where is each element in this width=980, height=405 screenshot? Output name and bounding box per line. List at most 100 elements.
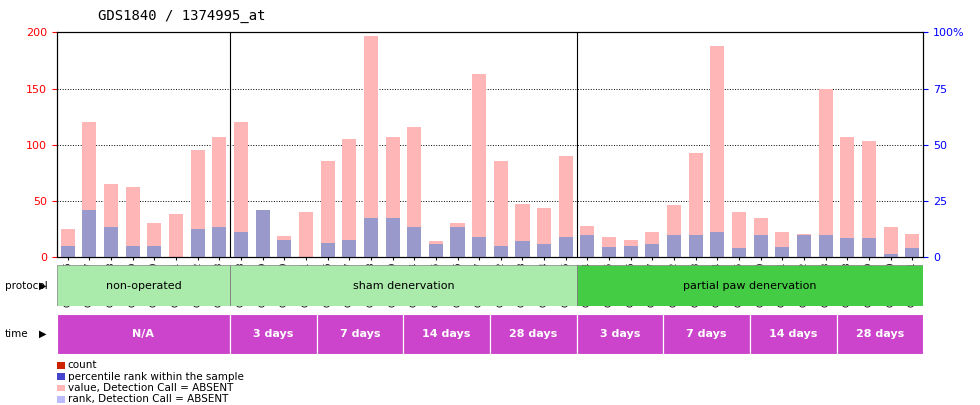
Bar [57, 314, 230, 354]
Bar [775, 232, 790, 257]
Bar [840, 238, 855, 257]
Bar [754, 235, 767, 257]
Text: ▶: ▶ [38, 281, 46, 290]
Bar [82, 122, 96, 257]
Bar [169, 215, 183, 257]
Bar [125, 188, 140, 257]
Bar [190, 229, 205, 257]
Bar [646, 232, 660, 257]
Bar [234, 232, 248, 257]
Text: partial paw denervation: partial paw denervation [683, 281, 816, 290]
Bar [559, 156, 573, 257]
Bar [147, 246, 162, 257]
Text: sham denervation: sham denervation [353, 281, 454, 290]
Bar [750, 314, 837, 354]
Bar [818, 235, 833, 257]
Bar [689, 235, 703, 257]
Bar [775, 247, 790, 257]
Bar [710, 46, 724, 257]
Text: rank, Detection Call = ABSENT: rank, Detection Call = ABSENT [68, 394, 228, 404]
Bar [906, 248, 919, 257]
Bar [429, 241, 443, 257]
Bar [559, 237, 573, 257]
Bar [494, 246, 508, 257]
Bar [667, 205, 681, 257]
Bar [256, 210, 270, 257]
Bar [404, 314, 490, 354]
Bar [667, 235, 681, 257]
Text: N/A: N/A [132, 329, 155, 339]
Bar [320, 160, 334, 257]
Bar [689, 153, 703, 257]
Bar [472, 237, 486, 257]
Bar [342, 240, 357, 257]
Bar [364, 218, 378, 257]
Bar [884, 254, 898, 257]
Bar [494, 160, 508, 257]
Text: 3 days: 3 days [253, 329, 294, 339]
Bar [125, 246, 140, 257]
Bar [451, 227, 465, 257]
Bar [797, 235, 811, 257]
Bar [862, 141, 876, 257]
Text: 28 days: 28 days [510, 329, 558, 339]
Bar [61, 246, 74, 257]
Bar [797, 234, 811, 257]
Bar [364, 36, 378, 257]
Bar [818, 89, 833, 257]
Text: time: time [5, 329, 28, 339]
Bar [646, 244, 660, 257]
Bar [515, 205, 529, 257]
Bar [472, 74, 486, 257]
Bar [190, 150, 205, 257]
Bar [277, 236, 291, 257]
Bar [623, 246, 638, 257]
Bar [515, 241, 529, 257]
Bar [234, 122, 248, 257]
Bar [906, 234, 919, 257]
Bar [407, 127, 421, 257]
Bar [277, 240, 291, 257]
Bar [407, 227, 421, 257]
Bar [82, 210, 96, 257]
Bar [256, 210, 270, 257]
Bar [385, 218, 400, 257]
Bar [623, 240, 638, 257]
Bar [576, 314, 663, 354]
Bar [837, 314, 923, 354]
Text: 7 days: 7 days [340, 329, 380, 339]
Bar [840, 137, 855, 257]
Bar [884, 227, 898, 257]
Bar [663, 314, 750, 354]
Bar [602, 237, 616, 257]
Text: 28 days: 28 days [856, 329, 904, 339]
Bar [537, 208, 551, 257]
Bar [732, 248, 746, 257]
Bar [320, 243, 334, 257]
Bar [230, 314, 317, 354]
Bar [104, 227, 118, 257]
Text: non-operated: non-operated [106, 281, 181, 290]
Bar [317, 314, 404, 354]
Bar [580, 235, 595, 257]
Bar [213, 137, 226, 257]
Bar [213, 227, 226, 257]
Text: ▶: ▶ [38, 329, 46, 339]
Bar [57, 265, 230, 306]
Text: 7 days: 7 days [686, 329, 727, 339]
Bar [342, 139, 357, 257]
Bar [732, 212, 746, 257]
Bar [537, 244, 551, 257]
Bar [230, 265, 576, 306]
Text: 14 days: 14 days [769, 329, 817, 339]
Bar [490, 314, 576, 354]
Bar [710, 232, 724, 257]
Bar [429, 244, 443, 257]
Bar [104, 184, 118, 257]
Bar [862, 238, 876, 257]
Bar [580, 226, 595, 257]
Bar [299, 212, 313, 257]
Bar [754, 218, 767, 257]
Text: protocol: protocol [5, 281, 48, 290]
Bar [602, 247, 616, 257]
